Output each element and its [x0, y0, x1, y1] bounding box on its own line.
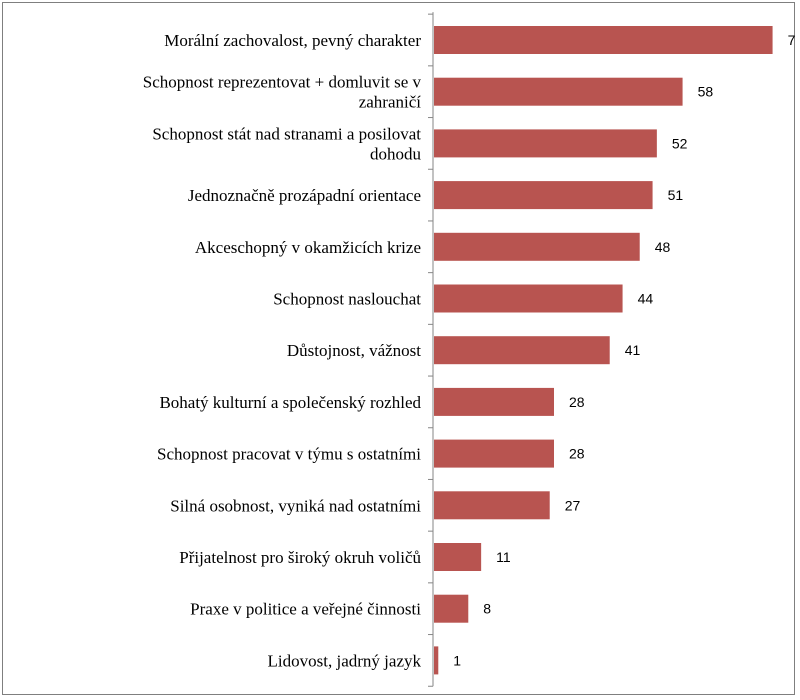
- bar: [434, 26, 773, 54]
- category-label-line: Praxe v politice a veřejné činnosti: [190, 600, 421, 619]
- category-label-line: Bohatý kulturní a společenský rozhled: [159, 393, 421, 412]
- data-labels-group: 79 58 52 51 48 44 41 28 28 27 11 8 1: [453, 32, 796, 668]
- category-label: Schopnost naslouchat: [273, 290, 421, 309]
- data-label: 28: [569, 394, 585, 410]
- data-label: 28: [569, 446, 585, 462]
- category-label: Přijatelnost pro široký okruh voličů: [179, 548, 421, 567]
- category-label-line: Schopnost naslouchat: [273, 290, 421, 309]
- category-label: Morální zachovalost, pevný charakter: [164, 31, 421, 50]
- category-label: Lidovost, jadrný jazyk: [268, 651, 422, 670]
- bar: [434, 594, 469, 623]
- category-label-line: Morální zachovalost, pevný charakter: [164, 31, 421, 50]
- category-label-line: Silná osobnost, vyniká nad ostatními: [170, 496, 421, 515]
- category-label: Akceschopný v okamžicích krize: [195, 238, 421, 257]
- bar: [434, 284, 623, 313]
- category-axis-group: [428, 12, 434, 687]
- category-label-line: Schopnost pracovat v týmu s ostatními: [157, 445, 421, 464]
- category-label: Schopnost stát nad stranami a posilovat d…: [152, 124, 421, 163]
- category-label: Důstojnost, vážnost: [287, 341, 421, 360]
- data-label: 8: [483, 601, 491, 617]
- category-label: Praxe v politice a veřejné činnosti: [190, 600, 421, 619]
- data-label: 51: [668, 187, 684, 203]
- data-label: 79: [788, 32, 796, 48]
- category-label-line: zahraničí: [359, 93, 422, 112]
- bar: [434, 232, 640, 261]
- bar: [434, 387, 554, 416]
- category-label: Schopnost pracovat v týmu s ostatními: [157, 445, 421, 464]
- category-label-line: Akceschopný v okamžicích krize: [195, 238, 421, 257]
- category-label: Jednoznačně prozápadní orientace: [188, 186, 421, 205]
- data-label: 58: [698, 84, 714, 100]
- bar: [434, 77, 683, 106]
- bar: [434, 439, 554, 468]
- bar: [434, 543, 482, 571]
- data-label: 48: [655, 239, 671, 255]
- category-label-line: Schopnost reprezentovat + domluvit se v: [143, 73, 422, 92]
- data-label: 52: [672, 135, 688, 151]
- data-label: 11: [496, 549, 511, 565]
- bar: [434, 129, 657, 158]
- bars-group: [434, 26, 773, 675]
- data-label: 27: [565, 497, 581, 513]
- category-label-line: Lidovost, jadrný jazyk: [268, 651, 422, 670]
- data-label: 1: [453, 652, 461, 668]
- data-label: 41: [625, 342, 641, 358]
- category-label-line: Schopnost stát nad stranami a posilovat: [152, 124, 421, 143]
- category-label-line: dohodu: [370, 144, 422, 163]
- bar: [434, 491, 550, 520]
- bar: [434, 336, 610, 365]
- bar: [434, 646, 439, 675]
- bar: [434, 181, 653, 210]
- category-label: Bohatý kulturní a společenský rozhled: [159, 393, 421, 412]
- category-label-line: Důstojnost, vážnost: [287, 341, 421, 360]
- category-label-line: Jednoznačně prozápadní orientace: [188, 186, 421, 205]
- bar-chart: Morální zachovalost, pevný charakter Scho…: [143, 12, 796, 687]
- category-label-line: Přijatelnost pro široký okruh voličů: [179, 548, 421, 567]
- data-label: 44: [638, 291, 654, 307]
- category-labels-group: Morální zachovalost, pevný charakter Scho…: [143, 31, 422, 670]
- category-label: Silná osobnost, vyniká nad ostatními: [170, 496, 421, 515]
